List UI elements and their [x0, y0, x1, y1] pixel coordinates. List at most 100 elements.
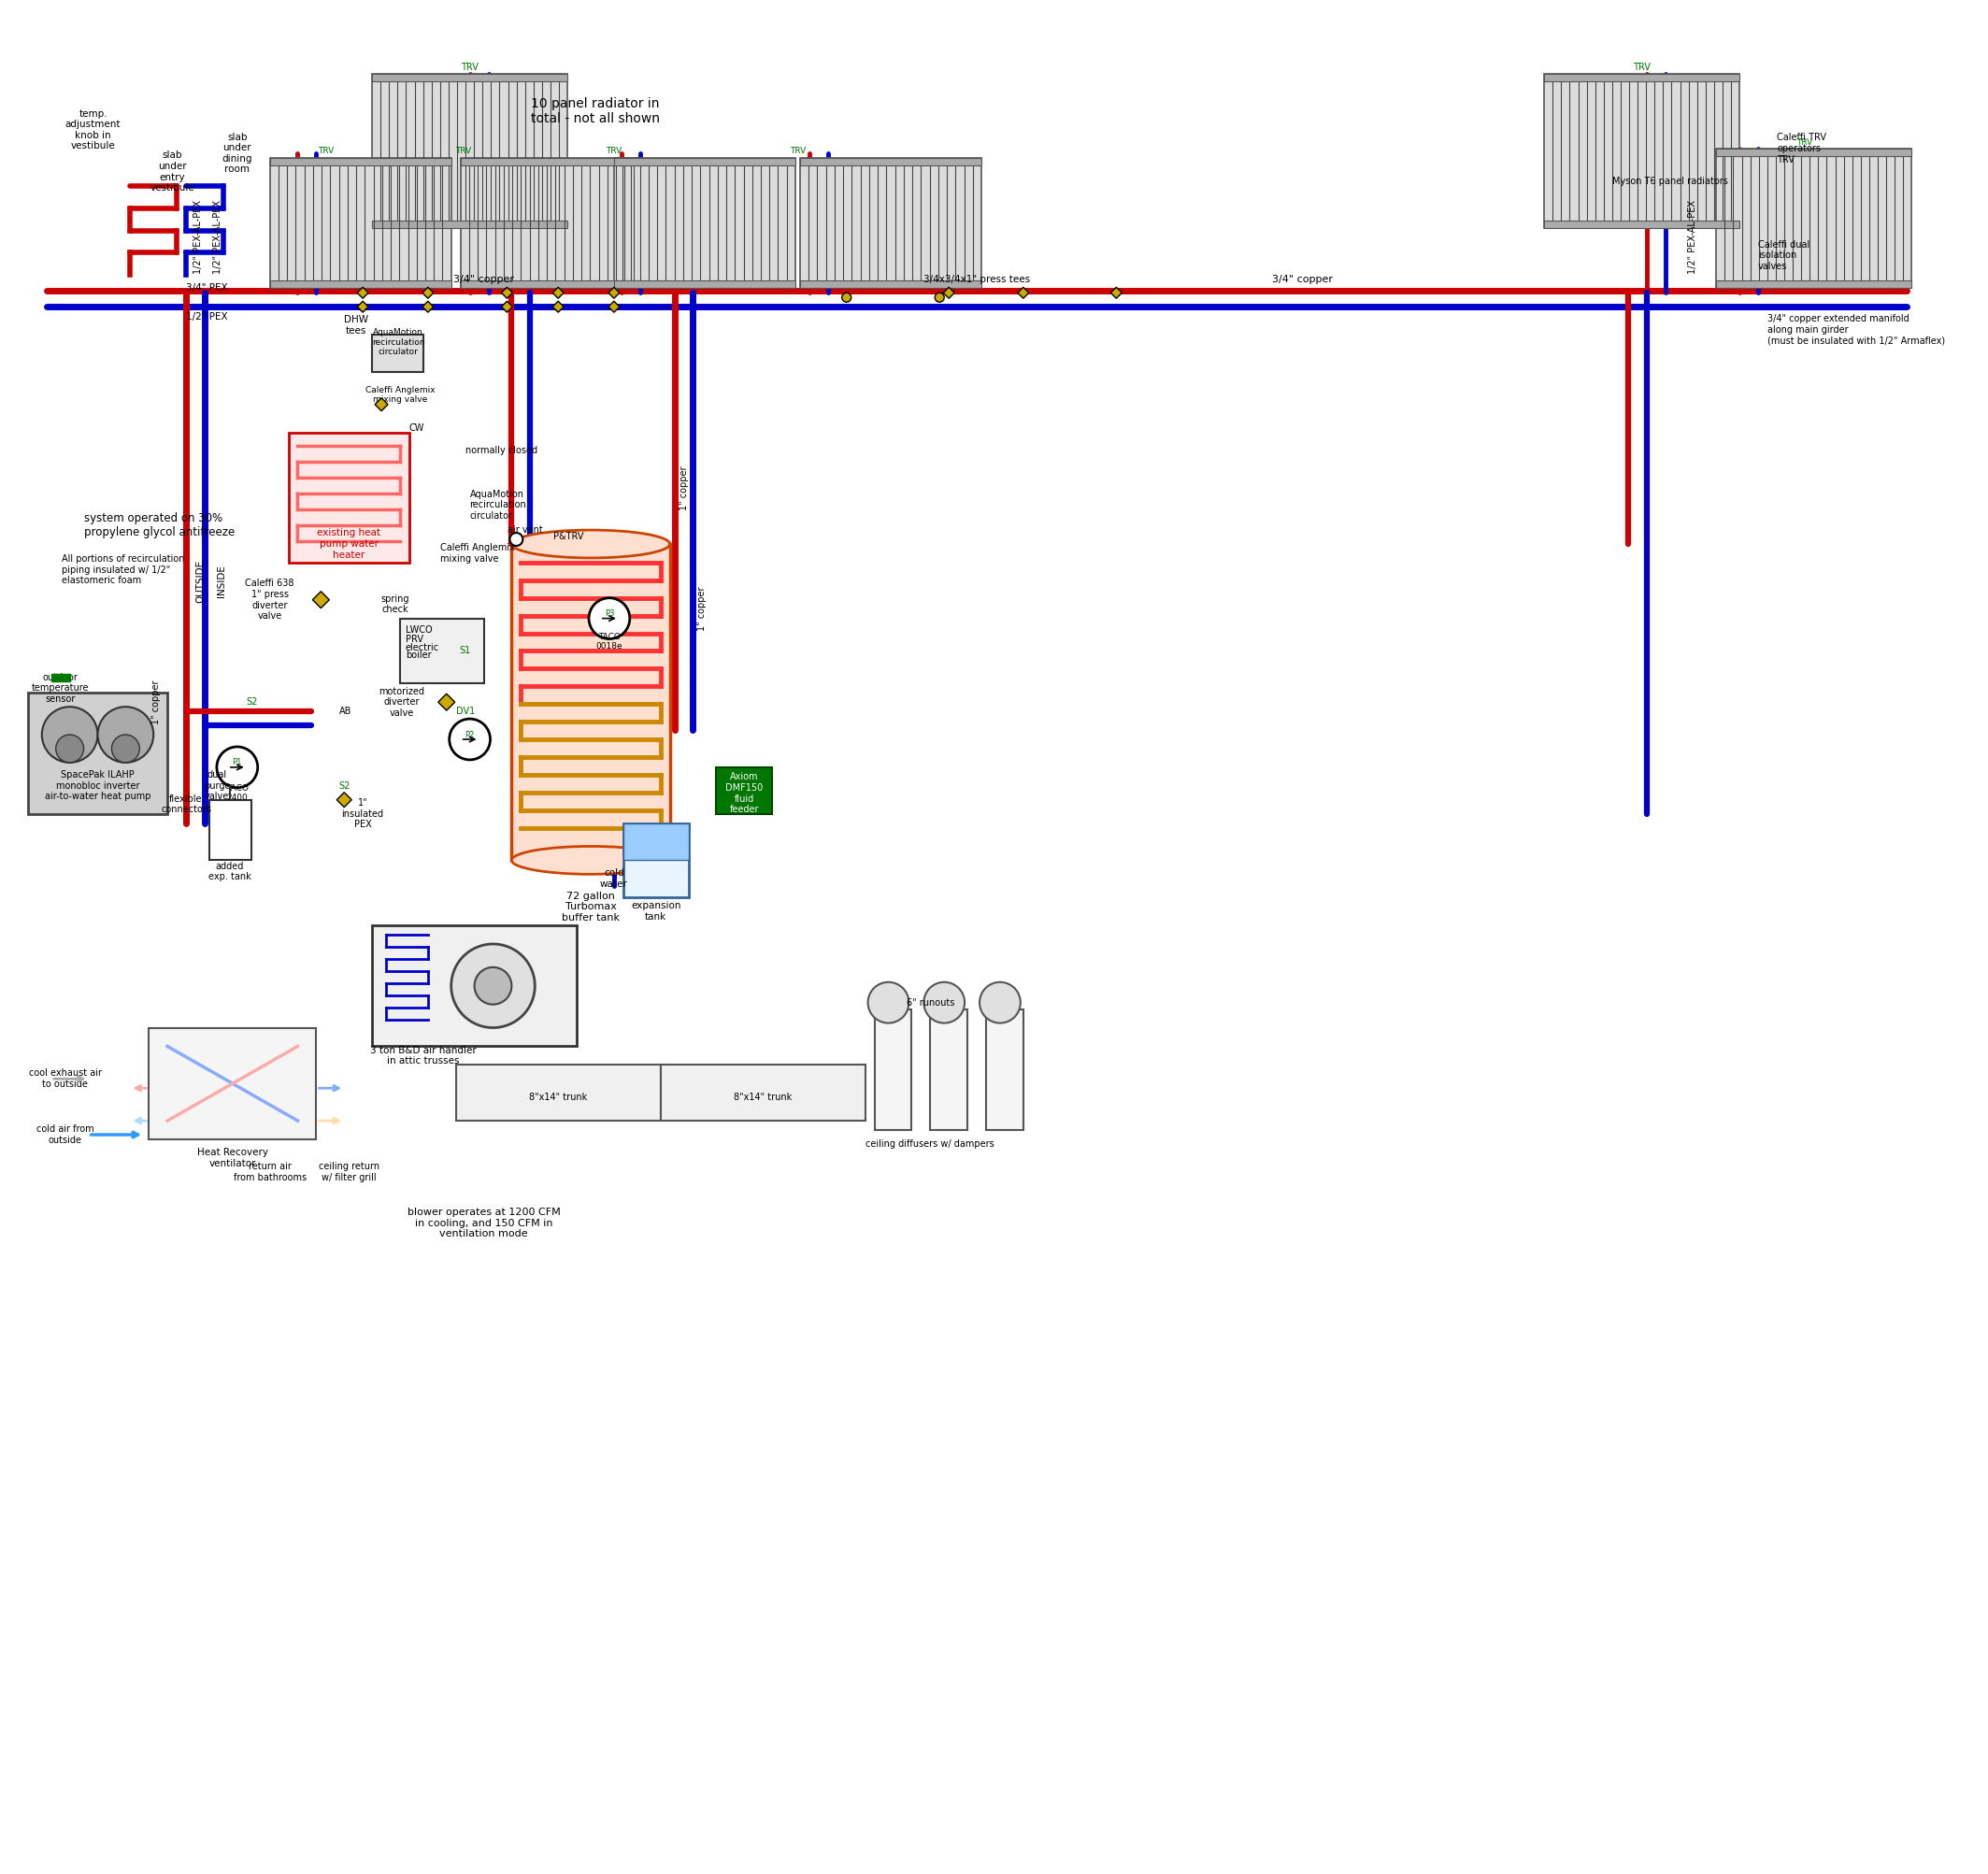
Bar	[1545, 221, 1740, 227]
Text: Caleffi 638
1" press
diverter
valve: Caleffi 638 1" press diverter valve	[245, 579, 294, 620]
Text: electric: electric	[406, 643, 439, 652]
Text: SpacePak ILAHP
monobloc inverter
air-to-water heat pump: SpacePak ILAHP monobloc inverter air-to-…	[44, 770, 151, 802]
Text: TRV: TRV	[1797, 139, 1813, 146]
Polygon shape	[336, 793, 352, 808]
Ellipse shape	[511, 847, 670, 873]
Polygon shape	[376, 397, 388, 410]
Text: 1" copper: 1" copper	[151, 680, 161, 725]
Bar	[624, 823, 688, 898]
Bar	[372, 335, 423, 371]
Text: air vent: air vent	[509, 525, 543, 534]
Text: 6" runouts: 6" runouts	[907, 999, 954, 1006]
Text: 3/4" copper extended manifold
along main girder
(must be insulated with 1/2" Arm: 3/4" copper extended manifold along main…	[1767, 315, 1944, 345]
Text: AB: AB	[340, 706, 352, 716]
Text: 1" copper: 1" copper	[680, 467, 688, 510]
Text: TRV: TRV	[606, 148, 622, 156]
Bar	[455, 1064, 660, 1121]
Text: P3: P3	[604, 609, 614, 618]
Text: expansion
tank: expansion tank	[630, 901, 680, 922]
Polygon shape	[1111, 287, 1121, 298]
Bar	[660, 1064, 865, 1121]
Polygon shape	[501, 287, 513, 298]
Text: Caleffi dual
isolation
valves: Caleffi dual isolation valves	[1757, 240, 1809, 272]
Bar	[511, 543, 670, 860]
Bar	[270, 281, 451, 289]
Polygon shape	[358, 302, 368, 313]
Bar	[372, 221, 567, 227]
Bar	[1716, 281, 1912, 289]
Bar	[372, 926, 577, 1046]
Text: 72 gallon
Turbomax
buffer tank: 72 gallon Turbomax buffer tank	[563, 892, 620, 922]
Text: cold air from
outside: cold air from outside	[36, 1124, 93, 1145]
Circle shape	[934, 292, 944, 302]
Text: All portions of recirculation
piping insulated w/ 1/2"
elastomeric foam: All portions of recirculation piping ins…	[62, 555, 185, 585]
Polygon shape	[358, 287, 368, 298]
Text: spring
check: spring check	[382, 594, 410, 615]
Text: DHW
tees: DHW tees	[344, 315, 368, 335]
Text: CW: CW	[410, 424, 425, 433]
Polygon shape	[1018, 287, 1030, 298]
Text: boiler: boiler	[406, 650, 431, 660]
Text: TRV: TRV	[1632, 64, 1650, 73]
Bar	[1545, 75, 1740, 227]
Text: return air
from bathrooms: return air from bathrooms	[233, 1162, 306, 1182]
Circle shape	[56, 735, 83, 763]
Polygon shape	[608, 302, 620, 313]
Text: 1/2" PEX: 1/2" PEX	[187, 313, 229, 322]
Bar	[288, 433, 410, 562]
Text: P2: P2	[465, 731, 475, 738]
Text: AquaMotion
recirculation
circulator: AquaMotion recirculation circulator	[372, 328, 425, 356]
Circle shape	[841, 292, 851, 302]
Bar	[614, 157, 795, 165]
Polygon shape	[942, 287, 954, 298]
Bar	[372, 75, 567, 82]
Polygon shape	[421, 302, 433, 313]
Bar	[28, 693, 167, 813]
Text: Myson T6 panel radiators: Myson T6 panel radiators	[1612, 176, 1728, 186]
Text: Axiom
DMF150
fluid
feeder: Axiom DMF150 fluid feeder	[726, 772, 763, 813]
Polygon shape	[553, 287, 565, 298]
Text: Caleffi TRV
operators
TRV: Caleffi TRV operators TRV	[1777, 133, 1827, 165]
Text: S2: S2	[247, 697, 258, 706]
Text: blower operates at 1200 CFM
in cooling, and 150 CFM in
ventilation mode: blower operates at 1200 CFM in cooling, …	[408, 1207, 561, 1239]
Bar	[149, 1027, 316, 1139]
Text: slab
under
entry
vestibule: slab under entry vestibule	[149, 152, 195, 193]
Bar	[624, 823, 688, 860]
Bar	[1545, 75, 1740, 82]
Text: DV1: DV1	[455, 706, 475, 716]
Text: TRV: TRV	[789, 148, 807, 156]
Bar	[52, 675, 70, 682]
Text: Caleffi Anglemix
mixing valve: Caleffi Anglemix mixing valve	[366, 386, 435, 405]
Text: Caleffi Anglemix
mixing valve: Caleffi Anglemix mixing valve	[439, 543, 515, 564]
Bar	[270, 157, 451, 289]
Circle shape	[217, 746, 258, 787]
Ellipse shape	[511, 530, 670, 558]
Text: PRV: PRV	[406, 633, 423, 643]
Text: flexible
connectors: flexible connectors	[161, 795, 211, 815]
Text: 3/4" copper: 3/4" copper	[1272, 275, 1332, 285]
Text: TACO
0018e: TACO 0018e	[596, 633, 622, 650]
Circle shape	[475, 967, 511, 1004]
Text: 1/2" PEX-AL-PEX: 1/2" PEX-AL-PEX	[1688, 201, 1698, 274]
Polygon shape	[437, 693, 455, 710]
Text: TRV: TRV	[318, 148, 334, 156]
Text: LWCO: LWCO	[406, 624, 431, 633]
Text: 8"x14" trunk: 8"x14" trunk	[529, 1093, 586, 1102]
Text: ceiling diffusers w/ dampers: ceiling diffusers w/ dampers	[867, 1139, 994, 1149]
Bar	[1716, 148, 1912, 289]
Bar	[986, 1008, 1024, 1130]
Bar	[270, 157, 451, 165]
Bar	[461, 157, 642, 165]
Text: 1/2" PEX-AL-PEX: 1/2" PEX-AL-PEX	[213, 201, 223, 274]
Bar	[461, 157, 642, 289]
Text: 3/4" copper: 3/4" copper	[453, 275, 515, 285]
Text: 10 panel radiator in
total - not all shown: 10 panel radiator in total - not all sho…	[531, 97, 660, 126]
Bar	[1716, 148, 1912, 156]
Circle shape	[924, 982, 964, 1023]
Text: OUTSIDE: OUTSIDE	[195, 560, 205, 603]
Text: cool exhaust air
to outside: cool exhaust air to outside	[28, 1068, 101, 1089]
Circle shape	[111, 735, 139, 763]
Bar	[209, 800, 250, 860]
Text: TACO
2400: TACO 2400	[227, 783, 248, 802]
Text: 1"
insulated
PEX: 1" insulated PEX	[342, 798, 384, 830]
